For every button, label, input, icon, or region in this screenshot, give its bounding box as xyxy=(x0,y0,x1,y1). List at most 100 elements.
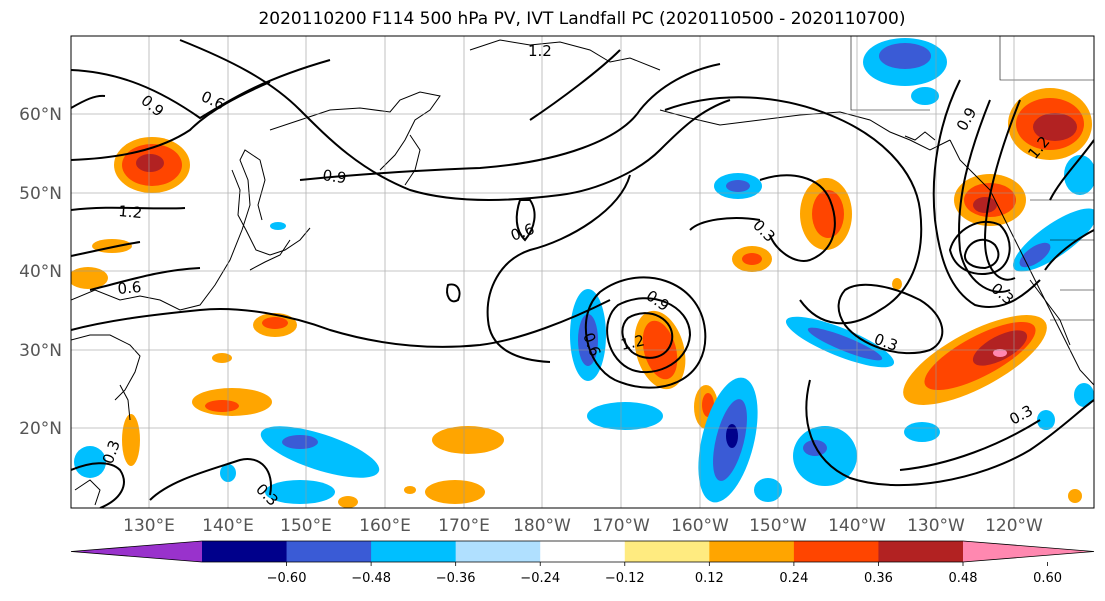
negative-anomaly-region xyxy=(793,426,857,486)
positive-anomaly-region xyxy=(71,267,108,289)
negative-anomaly-region xyxy=(726,180,750,192)
pv-contour xyxy=(664,96,923,325)
positive-anomaly-region xyxy=(122,414,140,466)
lon-label: 150°W xyxy=(749,516,807,536)
negative-anomaly-region xyxy=(879,43,931,69)
positive-anomaly-region xyxy=(892,278,902,290)
lat-label: 30°N xyxy=(19,341,62,361)
lon-label: 150°E xyxy=(280,516,332,536)
negative-anomaly-region xyxy=(911,87,939,105)
map-title: 2020110200 F114 500 hPa PV, IVT Landfall… xyxy=(258,9,906,29)
lat-label: 50°N xyxy=(19,184,62,204)
pv-contour xyxy=(621,312,674,359)
positive-anomaly-region xyxy=(742,253,762,265)
colorbar-segment xyxy=(540,541,626,562)
pv-contour xyxy=(837,283,944,355)
positive-anomaly-region xyxy=(338,496,358,508)
colorbar-segment xyxy=(202,541,288,562)
colorbar-segment xyxy=(624,541,710,562)
pv-contour xyxy=(1044,229,1094,271)
map-frame xyxy=(70,35,1095,509)
negative-anomaly-region xyxy=(726,424,738,448)
lon-label: 120°W xyxy=(985,516,1043,536)
negative-anomaly-region xyxy=(1064,155,1094,195)
colorbar-tick-label: −0.48 xyxy=(351,571,391,586)
lon-label: 130°E xyxy=(123,516,175,536)
contour-label: 1.2 xyxy=(619,331,646,354)
negative-anomaly-region xyxy=(1019,242,1051,268)
pv-contour xyxy=(958,99,1011,293)
colorbar-segment xyxy=(455,541,541,562)
pv-contour xyxy=(149,458,272,501)
negative-anomaly-region xyxy=(904,422,940,442)
contour-label: 0.6 xyxy=(117,278,142,298)
negative-anomaly-region xyxy=(587,402,663,430)
colorbar-segment xyxy=(286,541,372,562)
lon-label: 140°W xyxy=(828,516,886,536)
pv-contour xyxy=(606,297,692,374)
pv-contour xyxy=(948,220,1011,275)
contour-label: 1.2 xyxy=(118,202,143,222)
pv-contour xyxy=(71,462,125,508)
pv-contour xyxy=(805,379,1094,487)
colorbar-tick-label: −0.12 xyxy=(605,571,645,586)
colorbar: −0.60 −0.48 −0.36 −0.24 −0.12 0.12 0.24 0.36 0.4… xyxy=(70,540,1095,586)
lon-label: 160°W xyxy=(671,516,729,536)
pv-contour xyxy=(759,174,836,262)
positive-anomaly-region xyxy=(812,190,844,238)
positive-anomaly-region xyxy=(1033,113,1077,141)
lat-label: 40°N xyxy=(19,262,62,282)
colorbar-outline xyxy=(70,540,1095,563)
contour-label: 0.9 xyxy=(321,166,347,187)
negative-anomaly-region xyxy=(1037,410,1055,430)
lon-label: 170°W xyxy=(592,516,650,536)
lon-label: 170°E xyxy=(438,516,490,536)
lon-label: 180°W xyxy=(513,516,571,536)
pv-contour xyxy=(932,79,1041,308)
pv-contour xyxy=(515,199,536,242)
pv-contour xyxy=(71,206,186,211)
pv-contour xyxy=(71,299,611,348)
pv-contour xyxy=(179,39,731,201)
pv-contour xyxy=(71,241,141,257)
negative-anomaly-region xyxy=(270,222,286,230)
pv-contour xyxy=(983,99,1021,281)
positive-anomaly-region xyxy=(993,349,1007,357)
colorbar-segment xyxy=(878,541,964,562)
lat-label: 60°N xyxy=(19,105,62,125)
pv-contour xyxy=(71,94,106,109)
lon-labels: 130°E 140°E 150°E 160°E 170°E 180°W 170°… xyxy=(123,516,1043,536)
lon-label: 130°W xyxy=(907,516,965,536)
colorbar-extend-high xyxy=(963,541,1094,562)
lon-label: 160°E xyxy=(359,516,411,536)
positive-anomaly-region xyxy=(1068,489,1082,503)
pv-contour xyxy=(71,59,331,120)
pv-contour xyxy=(89,267,201,291)
colorbar-segment xyxy=(371,541,457,562)
colorbar-extend-low xyxy=(71,541,202,562)
colorbar-tick-label: 0.36 xyxy=(864,571,893,586)
pv-contour xyxy=(71,81,271,161)
map-panel xyxy=(71,36,1094,508)
pv-contour xyxy=(446,283,461,303)
colorbar-tick-label: −0.24 xyxy=(520,571,560,586)
positive-anomaly-region xyxy=(972,330,1028,366)
positive-anomaly-region xyxy=(404,486,416,494)
pv-contour xyxy=(584,276,707,389)
colorbar-segment xyxy=(793,541,879,562)
negative-anomaly-region xyxy=(807,327,883,361)
colorbar-tick-label: 0.60 xyxy=(1033,571,1062,586)
lon-label: 140°E xyxy=(202,516,254,536)
colorbar-tick-label: −0.36 xyxy=(436,571,476,586)
positive-anomaly-region xyxy=(432,426,504,454)
borders xyxy=(850,36,1094,321)
contour-label: 1.2 xyxy=(528,42,552,60)
colorbar-tick-label: −0.60 xyxy=(267,571,307,586)
colorbar-tick-label: 0.48 xyxy=(949,571,978,586)
positive-anomaly-region xyxy=(212,353,232,363)
colorbar-segment xyxy=(709,541,795,562)
negative-anomaly-region xyxy=(282,435,318,449)
negative-anomaly-region xyxy=(74,446,106,478)
coastlines xyxy=(71,39,1094,506)
